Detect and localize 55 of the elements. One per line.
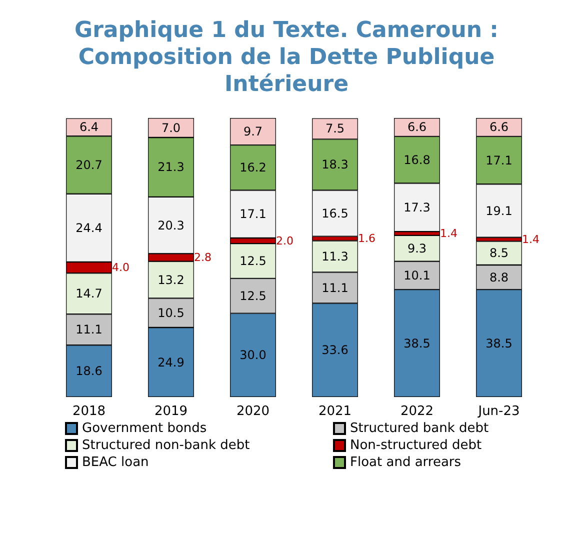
data-label: 33.6 — [322, 343, 348, 358]
data-label: 19.1 — [486, 204, 512, 218]
data-label: 13.2 — [158, 272, 184, 287]
data-label: 16.8 — [404, 152, 430, 167]
data-label: 11.1 — [76, 322, 102, 337]
data-label: 7.0 — [161, 120, 181, 135]
legend-label: Government bonds — [82, 421, 207, 436]
data-label: 38.5 — [404, 336, 430, 350]
legend-label: BEAC loan — [82, 455, 149, 470]
x-tick-label: 2019 — [154, 404, 188, 419]
data-label: 9.7 — [243, 124, 263, 139]
data-label: 8.8 — [489, 270, 509, 284]
legend-label: Float and arrears — [350, 455, 462, 470]
data-label: 16.2 — [240, 160, 266, 175]
data-label: 17.1 — [240, 207, 266, 222]
data-label: 1.6 — [358, 232, 376, 246]
data-label: 6.4 — [79, 120, 99, 134]
data-label: 2.0 — [276, 234, 294, 248]
data-label: 10.5 — [158, 306, 184, 320]
data-label: 21.3 — [158, 160, 184, 174]
data-label: 24.9 — [158, 355, 184, 370]
data-label: 8.5 — [489, 246, 509, 260]
data-label: 1.4 — [440, 227, 458, 240]
data-label: 2.8 — [194, 251, 212, 264]
data-label: 6.6 — [489, 120, 509, 134]
data-label: 7.5 — [325, 122, 345, 136]
data-label: 9.3 — [407, 241, 427, 256]
data-label: 20.3 — [158, 218, 184, 232]
data-label: 17.3 — [404, 200, 430, 214]
x-tick-label: 2020 — [236, 404, 270, 419]
data-label: 17.1 — [486, 153, 512, 168]
legend-label: Structured bank debt — [350, 421, 489, 436]
data-label: 18.3 — [322, 158, 348, 172]
data-label: 38.5 — [486, 336, 512, 350]
x-tick-label: 2022 — [400, 404, 434, 419]
data-label: 30.0 — [240, 348, 266, 362]
data-label: 6.6 — [407, 120, 427, 134]
x-tick-label: Jun-23 — [477, 404, 520, 419]
legend-label: Non-structured debt — [350, 438, 482, 453]
x-tick-label: 2021 — [318, 404, 352, 419]
data-label: 4.0 — [112, 261, 130, 274]
data-label: 24.4 — [76, 220, 102, 235]
data-label: 11.1 — [322, 280, 348, 295]
data-label: 14.7 — [76, 286, 102, 301]
data-label: 16.5 — [322, 206, 348, 220]
data-label: 11.3 — [322, 250, 348, 264]
data-label: 10.1 — [404, 268, 430, 282]
x-tick-label: 2018 — [72, 404, 106, 419]
legend-label: Structured non-bank debt — [82, 438, 250, 453]
chart-title: Graphique 1 du Texte. Cameroun : Composition de la Dette Publique Intérieure — [74, 18, 498, 97]
data-label: 12.5 — [240, 254, 266, 268]
data-label: 12.5 — [240, 288, 266, 303]
data-label: 1.4 — [522, 232, 540, 246]
data-label: 18.6 — [76, 364, 102, 378]
data-label: 20.7 — [76, 158, 102, 172]
